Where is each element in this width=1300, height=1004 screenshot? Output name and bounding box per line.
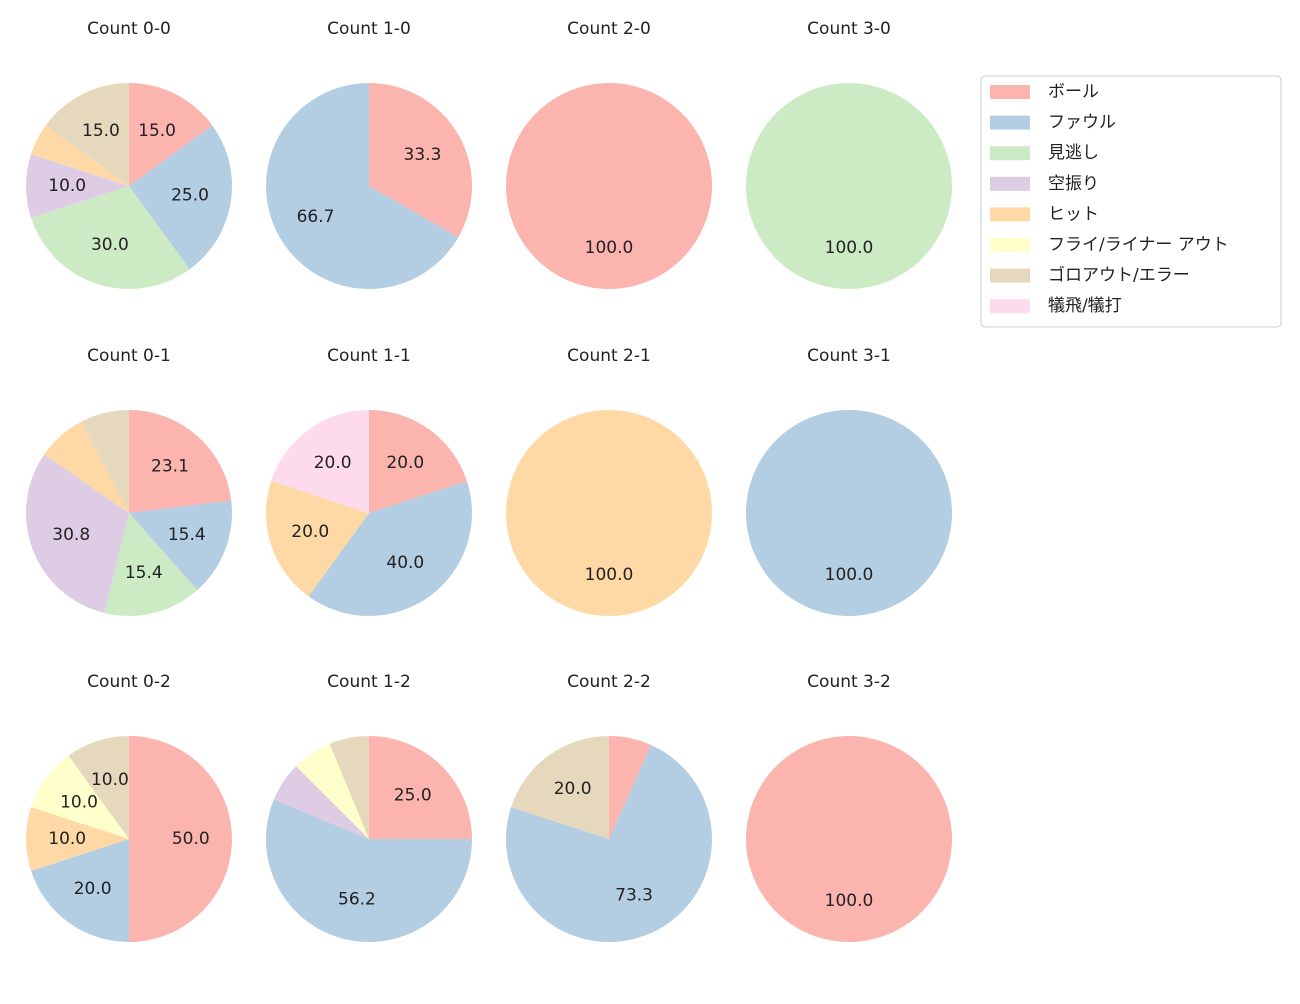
value-label: 100.0: [825, 891, 874, 911]
pie-slice: [129, 83, 213, 186]
value-label: 15.0: [82, 121, 120, 141]
pie-slice: [308, 481, 473, 616]
legend-label: ヒット: [1048, 204, 1099, 224]
chart-title: Count 0-0: [87, 19, 171, 39]
value-label: 20.0: [386, 453, 424, 473]
value-label: 20.0: [554, 779, 592, 799]
value-label: 15.4: [168, 525, 206, 545]
chart-title: Count 0-2: [87, 672, 171, 692]
chart-title: Count 0-1: [87, 346, 171, 366]
value-label: 56.2: [338, 890, 376, 910]
value-label: 10.0: [60, 793, 98, 813]
value-label: 20.0: [291, 522, 329, 542]
value-label: 100.0: [825, 565, 874, 585]
pie-slice: [746, 410, 952, 616]
value-label: 100.0: [585, 238, 634, 258]
pie-slice: [45, 83, 129, 186]
value-label: 15.0: [138, 121, 176, 141]
pie-slice: [31, 125, 129, 186]
chart-title: Count 2-1: [567, 346, 651, 366]
value-label: 10.0: [91, 770, 129, 790]
value-label: 10.0: [48, 829, 86, 849]
legend-swatch: [990, 238, 1030, 252]
pie-slice: [506, 83, 712, 289]
legend-label: 見逃し: [1048, 143, 1099, 163]
value-label: 20.0: [74, 879, 112, 899]
chart-title: Count 3-2: [807, 672, 891, 692]
value-label: 25.0: [394, 785, 432, 805]
pie-slice: [271, 410, 369, 513]
legend-label: ゴロアウト/エラー: [1048, 265, 1190, 286]
chart-title: Count 1-1: [327, 346, 411, 366]
legend-label: ボール: [1048, 82, 1099, 102]
pie-slice: [31, 755, 129, 839]
pie-slice: [746, 736, 952, 942]
legend-box: [980, 75, 1282, 328]
value-label: 73.3: [615, 885, 653, 905]
pie-slice: [369, 736, 473, 840]
value-label: 15.4: [125, 563, 163, 583]
legend-swatch: [990, 207, 1030, 222]
pie-slice: [506, 744, 712, 942]
pie-slice: [746, 83, 952, 289]
legend-swatch: [990, 85, 1030, 99]
legend-label: 空振り: [1048, 174, 1099, 194]
chart-title: Count 3-1: [807, 346, 891, 366]
pie-slice: [25, 807, 129, 871]
pie-slice: [129, 410, 232, 513]
pie-slice: [329, 736, 369, 839]
value-label: 10.0: [48, 176, 86, 196]
legend-label: 犠飛/犠打: [1048, 296, 1122, 316]
value-label: 100.0: [585, 565, 634, 585]
pie-slice: [265, 799, 472, 943]
pie-slice: [609, 736, 652, 839]
pie-slice: [26, 154, 130, 218]
value-label: 25.0: [171, 186, 209, 206]
value-label: 30.8: [52, 525, 90, 545]
pie-slice: [369, 83, 472, 238]
pie-slice: [506, 410, 712, 616]
legend-swatch: [990, 115, 1030, 130]
pie-slice: [129, 736, 232, 942]
value-label: 100.0: [825, 238, 874, 258]
legend-label: フライ/ライナー アウト: [1048, 235, 1229, 255]
legend-swatch: [990, 146, 1030, 161]
pie-slice: [31, 839, 129, 942]
value-label: 50.0: [172, 829, 210, 849]
chart-title: Count 3-0: [807, 19, 891, 39]
pie-slice: [369, 410, 467, 513]
value-label: 23.1: [151, 457, 189, 477]
pie-slice: [266, 481, 369, 597]
chart-title: Count 2-2: [567, 672, 651, 692]
pie-slice: [31, 186, 190, 289]
pie-slice: [81, 410, 129, 513]
legend-swatch: [990, 299, 1030, 314]
pie-slice: [273, 766, 369, 839]
chart-title: Count 2-0: [567, 19, 651, 39]
pie-slice: [44, 421, 129, 513]
value-label: 66.7: [297, 207, 335, 227]
chart-title: Count 1-2: [327, 672, 411, 692]
chart-title: Count 1-0: [327, 19, 411, 39]
pie-slice: [266, 83, 459, 290]
value-label: 40.0: [386, 553, 424, 573]
pie-slice: [129, 125, 232, 270]
pie-slice: [511, 736, 609, 839]
pie-slice: [68, 736, 129, 839]
value-label: 20.0: [314, 453, 352, 473]
pie-slice: [129, 500, 232, 591]
value-label: 30.0: [91, 235, 129, 255]
pie-slice: [25, 454, 129, 614]
value-label: 33.3: [404, 145, 442, 165]
pie-slice: [296, 743, 369, 839]
legend-swatch: [990, 176, 1030, 191]
pie-slice: [104, 513, 198, 616]
legend-label: ファウル: [1048, 113, 1116, 133]
legend-swatch: [990, 268, 1030, 283]
